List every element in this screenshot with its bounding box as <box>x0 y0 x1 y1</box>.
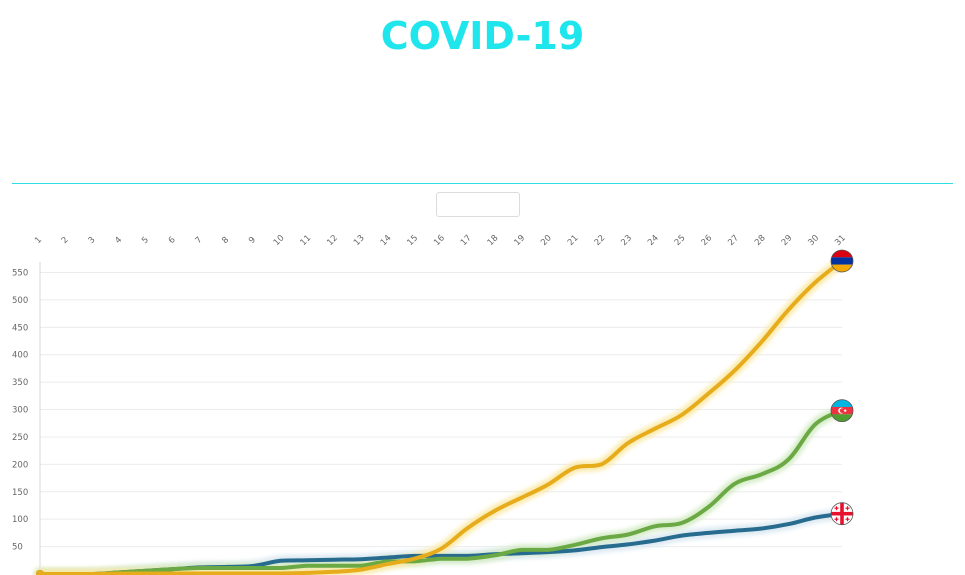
y-tick-labels: 50 100 150 200 250 300 350 400 450 500 550 <box>12 269 28 553</box>
x-tick-label: 28 <box>753 233 768 248</box>
header-divider <box>12 183 953 184</box>
page-title: COVID-19 <box>380 14 585 58</box>
y-tick-label: 200 <box>12 460 28 470</box>
chart-selector-input[interactable] <box>436 192 520 217</box>
x-tick-label: 12 <box>325 233 340 248</box>
y-tick-label: 550 <box>12 269 28 279</box>
x-tick-label: 19 <box>512 233 527 248</box>
x-tick-label: 9 <box>247 235 258 246</box>
y-tick-label: 450 <box>12 323 28 333</box>
series-lines <box>34 255 848 575</box>
x-tick-label: 16 <box>432 233 447 248</box>
series-line <box>38 408 844 575</box>
x-tick-label: 11 <box>299 233 314 248</box>
y-tick-label: 150 <box>12 488 28 498</box>
x-tick-label: 1 <box>33 235 44 246</box>
x-tick-label: 2 <box>60 235 71 246</box>
y-tick-label: 250 <box>12 433 28 443</box>
y-tick-label: 500 <box>12 296 28 306</box>
x-tick-label: 20 <box>539 233 554 248</box>
x-tick-label: 3 <box>87 235 98 246</box>
x-tick-label: 26 <box>700 233 715 248</box>
x-tick-label: 6 <box>167 235 178 246</box>
x-tick-labels: 1 2 3 4 5 6 7 8 9 10 11 12 13 14 15 16 17 18 19 20 21 22 23 24 2… <box>33 233 848 248</box>
x-tick-label: 30 <box>806 233 821 248</box>
x-tick-label: 24 <box>646 233 661 248</box>
azerbaijan-flag-icon <box>830 399 854 423</box>
x-tick-label: 10 <box>272 233 287 248</box>
x-tick-label: 29 <box>780 233 795 248</box>
x-tick-label: 18 <box>486 233 501 248</box>
grid-lines <box>40 272 842 548</box>
x-tick-label: 4 <box>113 235 124 246</box>
x-tick-label: 13 <box>352 233 367 248</box>
georgia-flag-icon <box>830 502 854 526</box>
series-start-point <box>36 570 44 575</box>
y-tick-label: 300 <box>12 406 28 416</box>
y-tick-label: 100 <box>12 515 28 525</box>
x-tick-label: 7 <box>194 235 205 246</box>
x-tick-label: 8 <box>220 235 231 246</box>
x-tick-label: 25 <box>673 233 688 248</box>
series-flags <box>830 249 854 526</box>
y-tick-label: 50 <box>12 543 23 553</box>
x-tick-label: 22 <box>593 233 608 248</box>
x-tick-label: 15 <box>405 233 420 248</box>
y-tick-label: 350 <box>12 378 28 388</box>
x-tick-label: 27 <box>726 233 741 248</box>
x-tick-label: 31 <box>833 233 848 248</box>
series-line <box>38 259 844 575</box>
x-tick-label: 23 <box>619 233 634 248</box>
armenia-flag-icon <box>830 249 854 273</box>
x-tick-label: 21 <box>566 233 581 248</box>
x-tick-label: 5 <box>140 235 151 246</box>
y-tick-label: 400 <box>12 351 28 361</box>
x-tick-label: 14 <box>379 233 394 248</box>
x-tick-label: 17 <box>459 233 474 248</box>
